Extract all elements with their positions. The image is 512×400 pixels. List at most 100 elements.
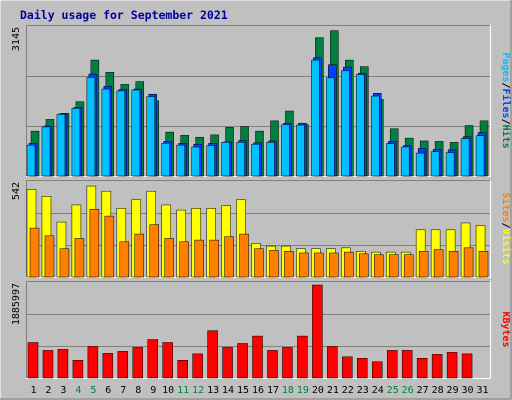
pages-bar-day-28: [430, 151, 440, 177]
day-label-26: 26: [402, 385, 414, 396]
day-label-28: 28: [432, 385, 444, 396]
kbytes-bar-day-20: [312, 284, 323, 379]
pages-bar-day-9: [146, 96, 155, 177]
pages-bar-day-14: [221, 142, 230, 177]
pages-bar-day-1: [26, 144, 36, 177]
kbytes-bar-day-16: [252, 335, 263, 379]
day-label-16: 16: [252, 385, 264, 396]
kbytes-bar-day-30: [461, 353, 473, 379]
kbytes-bar-day-1: [27, 342, 39, 379]
pages-bar-day-20: [311, 59, 320, 177]
kbytes-bar-day-7: [117, 351, 129, 379]
sites-bar-day-2: [44, 235, 55, 278]
chart-title: Daily usage for September 2021: [20, 8, 228, 22]
y-axis-max-label-2: 1885997: [11, 283, 22, 325]
sites-bar-day-14: [224, 236, 234, 278]
day-label-19: 19: [297, 385, 309, 396]
sites-bar-day-20: [314, 252, 324, 278]
sites-bar-day-4: [74, 238, 85, 278]
day-label-30: 30: [462, 385, 474, 396]
pages-bar-day-30: [460, 138, 470, 177]
day-label-4: 4: [75, 385, 81, 396]
kbytes-bar-day-22: [342, 356, 353, 379]
sites-bar-day-25: [388, 254, 399, 278]
day-label-31: 31: [476, 385, 488, 396]
legend-separator: /: [500, 119, 511, 125]
sites-bar-day-19: [299, 252, 309, 278]
kbytes-bar-day-2: [42, 350, 54, 379]
sites-bar-day-6: [104, 215, 115, 278]
kbytes-bar-day-25: [386, 350, 398, 379]
legend-separator: /: [500, 82, 511, 88]
pages-bar-day-15: [236, 142, 245, 177]
pages-bar-day-19: [296, 124, 305, 177]
sites-bar-day-1: [29, 227, 40, 278]
day-label-23: 23: [357, 385, 369, 396]
pages-bar-day-13: [206, 145, 215, 177]
pages-bar-day-7: [116, 90, 126, 177]
legend-entry-files: Files: [500, 88, 512, 118]
sites-bar-day-22: [344, 251, 354, 278]
sites-bar-day-26: [403, 254, 414, 278]
sites-bar-day-29: [448, 251, 459, 278]
kbytes-bar-day-14: [222, 347, 233, 379]
kbytes-bar-day-28: [431, 354, 443, 379]
legend-entry-sites: Sites: [500, 192, 512, 222]
kbytes-bar-day-27: [416, 358, 428, 379]
kbytes-bar-day-8: [132, 347, 144, 379]
kbytes-bar-day-18: [282, 347, 293, 379]
day-label-24: 24: [372, 385, 384, 396]
sites-bar-day-28: [433, 249, 444, 278]
kbytes-bar-day-13: [207, 330, 218, 379]
sites-bar-day-10: [164, 238, 174, 278]
kbytes-bar-day-29: [446, 352, 458, 379]
legend-entry-pages: Pages: [500, 52, 511, 82]
sites-bar-day-30: [463, 247, 474, 278]
day-label-2: 2: [45, 385, 51, 396]
sites-bar-day-23: [359, 253, 369, 278]
sites-bar-day-13: [209, 239, 219, 278]
sites-bar-day-12: [194, 239, 204, 278]
pages-bar-day-29: [445, 152, 455, 177]
sites-bar-day-24: [374, 254, 384, 278]
pages-bar-day-21: [326, 77, 335, 177]
legend-separator: /: [500, 222, 511, 228]
pages-bar-day-23: [356, 74, 365, 177]
y-axis-max-label-1: 542: [11, 182, 22, 200]
day-label-13: 13: [207, 385, 219, 396]
pages-bar-day-12: [191, 146, 200, 177]
day-label-1: 1: [30, 385, 36, 396]
chart-panels: 3145Pages/Files/Hits542Sites/Visits18859…: [11, 25, 512, 379]
day-label-17: 17: [267, 385, 279, 396]
pages-bar-day-22: [341, 70, 350, 177]
kbytes-bar-day-24: [372, 361, 383, 379]
sites-bar-day-21: [329, 252, 339, 278]
kbytes-bar-day-26: [401, 350, 413, 379]
sites-bar-day-27: [418, 251, 429, 278]
sites-bar-day-17: [269, 250, 279, 278]
pages-bar-day-11: [176, 144, 185, 177]
pages-bar-day-25: [385, 143, 395, 177]
sites-bar-day-18: [284, 251, 294, 278]
kbytes-bar-day-9: [147, 339, 158, 379]
pages-bar-day-5: [86, 77, 96, 177]
kbytes-bar-day-5: [87, 346, 99, 379]
day-label-6: 6: [105, 385, 111, 396]
kbytes-bar-day-6: [102, 353, 114, 379]
y-axis-max-label-0: 3145: [11, 27, 22, 51]
legend-label-1: Sites/Visits: [500, 192, 512, 264]
day-label-8: 8: [135, 385, 141, 396]
pages-bar-day-31: [475, 135, 485, 177]
pages-bar-day-16: [251, 143, 260, 177]
legend-label-2: KBytes: [500, 311, 511, 347]
sites-bar-day-15: [239, 233, 249, 278]
kbytes-bar-day-4: [72, 359, 84, 379]
sites-bar-day-11: [179, 241, 189, 278]
pages-bar-day-27: [415, 152, 425, 177]
sites-bar-day-31: [478, 251, 489, 278]
day-label-18: 18: [282, 385, 294, 396]
sites-bar-day-8: [134, 233, 145, 278]
day-label-22: 22: [342, 385, 354, 396]
day-label-9: 9: [150, 385, 156, 396]
legend-entry-kbytes: KBytes: [500, 311, 511, 347]
